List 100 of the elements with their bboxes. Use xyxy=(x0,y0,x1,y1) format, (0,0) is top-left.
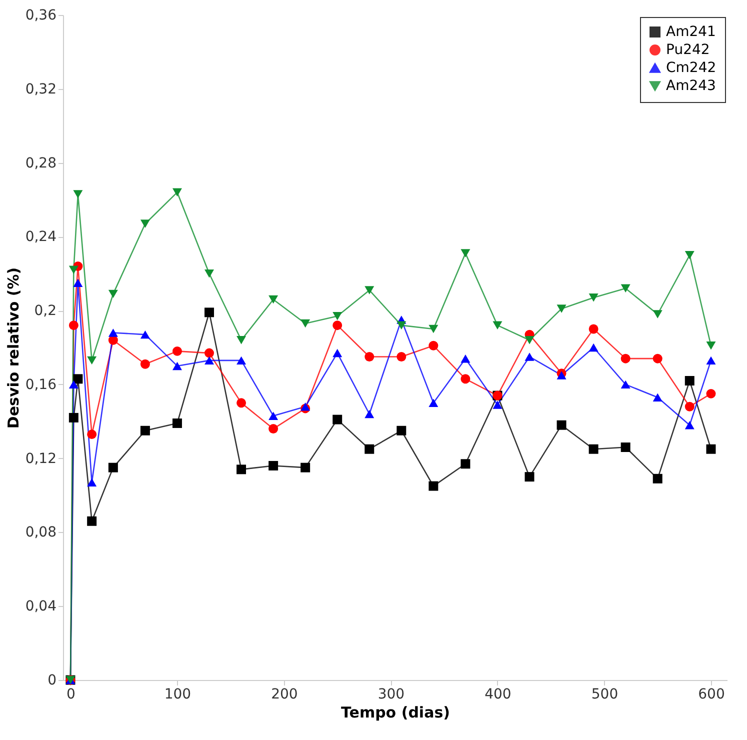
x-tick-label: 600 xyxy=(698,686,725,702)
point xyxy=(268,295,278,304)
x-tick-label: 500 xyxy=(591,686,618,702)
point xyxy=(236,356,246,365)
y-tick-label: 0,36 xyxy=(25,8,57,24)
point xyxy=(108,328,118,337)
point xyxy=(300,462,310,472)
point xyxy=(588,324,598,334)
y-tick-label: 0,32 xyxy=(25,81,56,98)
point xyxy=(140,220,150,228)
point xyxy=(428,481,438,491)
point xyxy=(68,320,78,330)
point xyxy=(204,270,214,278)
point xyxy=(268,460,278,470)
point xyxy=(706,356,716,365)
point xyxy=(652,310,662,318)
point xyxy=(140,359,150,369)
point xyxy=(236,464,246,474)
point xyxy=(556,371,566,380)
point xyxy=(300,319,310,328)
point xyxy=(492,400,502,409)
point xyxy=(588,444,598,454)
legend-label: Pu242 xyxy=(666,42,710,58)
point xyxy=(684,251,694,260)
point xyxy=(524,336,534,344)
point xyxy=(428,398,438,408)
point xyxy=(73,190,83,198)
point xyxy=(236,336,246,344)
point xyxy=(332,320,342,330)
point xyxy=(364,444,374,454)
legend-label: Am241 xyxy=(666,24,716,40)
y-tick-label: 0,08 xyxy=(25,524,56,541)
point xyxy=(87,356,97,365)
y-tick-label: 0,16 xyxy=(25,376,57,393)
point xyxy=(332,348,342,358)
point xyxy=(204,356,214,365)
point xyxy=(620,442,630,452)
point xyxy=(524,352,534,361)
point xyxy=(73,278,83,287)
point xyxy=(87,516,97,526)
x-tick-label: 0 xyxy=(66,686,76,702)
y-tick-label: 0,2 xyxy=(34,303,56,320)
point xyxy=(236,398,246,408)
x-tick-label: 400 xyxy=(484,686,512,702)
point xyxy=(556,420,566,430)
point xyxy=(140,330,150,339)
point xyxy=(87,430,97,440)
point xyxy=(332,414,342,424)
point xyxy=(108,462,118,472)
point xyxy=(396,352,406,362)
point xyxy=(706,388,716,398)
point xyxy=(684,402,694,412)
point xyxy=(364,410,374,418)
point xyxy=(68,412,78,422)
point xyxy=(556,304,566,313)
point xyxy=(428,340,438,350)
point xyxy=(620,354,630,364)
point xyxy=(460,354,470,363)
point xyxy=(684,376,694,386)
y-tick-label: 0,04 xyxy=(25,598,57,615)
y-tick-label: 0,12 xyxy=(25,450,56,467)
point xyxy=(172,346,182,356)
point xyxy=(396,321,406,330)
point xyxy=(204,308,214,318)
point xyxy=(332,312,342,320)
y-tick-label: 0,28 xyxy=(25,155,56,172)
point xyxy=(300,402,310,411)
x-tick-label: 200 xyxy=(271,686,298,702)
point xyxy=(172,188,182,196)
point xyxy=(108,290,118,298)
point xyxy=(684,420,694,430)
point xyxy=(460,374,470,384)
point xyxy=(396,426,406,436)
point xyxy=(172,418,182,428)
y-axis-title: Desvio relativo (%) xyxy=(4,267,22,429)
point xyxy=(268,412,278,420)
point xyxy=(364,286,374,294)
x-tick-label: 100 xyxy=(164,686,192,702)
point xyxy=(140,426,150,436)
point xyxy=(588,343,598,352)
point xyxy=(460,249,470,258)
point xyxy=(652,393,662,402)
y-tick-label: 0,24 xyxy=(25,229,57,246)
x-axis-title: Tempo (dias) xyxy=(341,704,450,722)
point xyxy=(492,321,502,330)
point xyxy=(620,284,630,292)
point xyxy=(87,478,97,486)
point xyxy=(588,294,598,302)
point xyxy=(268,424,278,434)
legend-label: Cm242 xyxy=(666,60,716,76)
point xyxy=(652,354,662,364)
y-tick-label: 0 xyxy=(48,672,56,688)
point xyxy=(652,474,662,484)
legend-label: Am243 xyxy=(666,78,716,94)
point xyxy=(706,444,716,454)
point xyxy=(172,362,182,370)
point xyxy=(460,459,470,469)
point xyxy=(204,348,214,358)
x-tick-label: 300 xyxy=(378,686,405,702)
point xyxy=(73,374,83,384)
